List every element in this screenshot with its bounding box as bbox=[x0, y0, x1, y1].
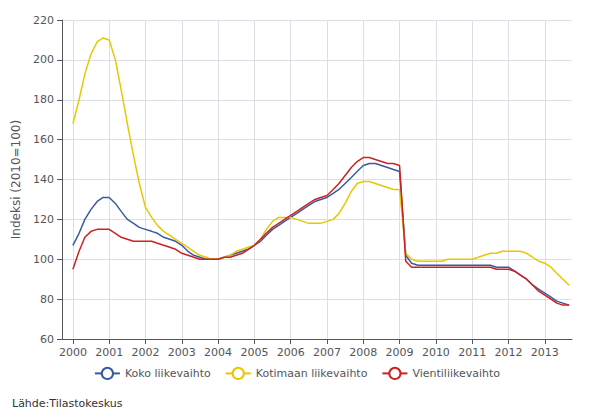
svg-text:2003: 2003 bbox=[168, 346, 196, 359]
svg-text:2006: 2006 bbox=[277, 346, 305, 359]
svg-text:2000: 2000 bbox=[59, 346, 87, 359]
svg-text:2008: 2008 bbox=[349, 346, 377, 359]
svg-text:Indeksi (2010=100): Indeksi (2010=100) bbox=[9, 120, 23, 239]
svg-text:120: 120 bbox=[33, 213, 54, 226]
svg-text:60: 60 bbox=[40, 333, 54, 346]
svg-text:2009: 2009 bbox=[386, 346, 414, 359]
svg-text:220: 220 bbox=[33, 14, 54, 27]
svg-text:160: 160 bbox=[33, 133, 54, 146]
svg-text:180: 180 bbox=[33, 93, 54, 106]
svg-text:2005: 2005 bbox=[240, 346, 268, 359]
svg-text:140: 140 bbox=[33, 173, 54, 186]
svg-text:Koko liikevaihto: Koko liikevaihto bbox=[125, 367, 211, 380]
svg-text:2012: 2012 bbox=[494, 346, 522, 359]
svg-text:2011: 2011 bbox=[458, 346, 486, 359]
svg-text:Lähde:Tilastokeskus: Lähde:Tilastokeskus bbox=[12, 397, 123, 410]
svg-text:2010: 2010 bbox=[422, 346, 450, 359]
svg-text:2004: 2004 bbox=[204, 346, 232, 359]
svg-text:2002: 2002 bbox=[131, 346, 159, 359]
svg-text:2001: 2001 bbox=[95, 346, 123, 359]
svg-text:100: 100 bbox=[33, 253, 54, 266]
svg-text:200: 200 bbox=[33, 53, 54, 66]
svg-text:2007: 2007 bbox=[313, 346, 341, 359]
svg-text:2013: 2013 bbox=[531, 346, 559, 359]
svg-text:Kotimaan liikevaihto: Kotimaan liikevaihto bbox=[256, 367, 368, 380]
svg-text:80: 80 bbox=[40, 293, 54, 306]
svg-text:Vientiliikevaihto: Vientiliikevaihto bbox=[412, 367, 500, 380]
